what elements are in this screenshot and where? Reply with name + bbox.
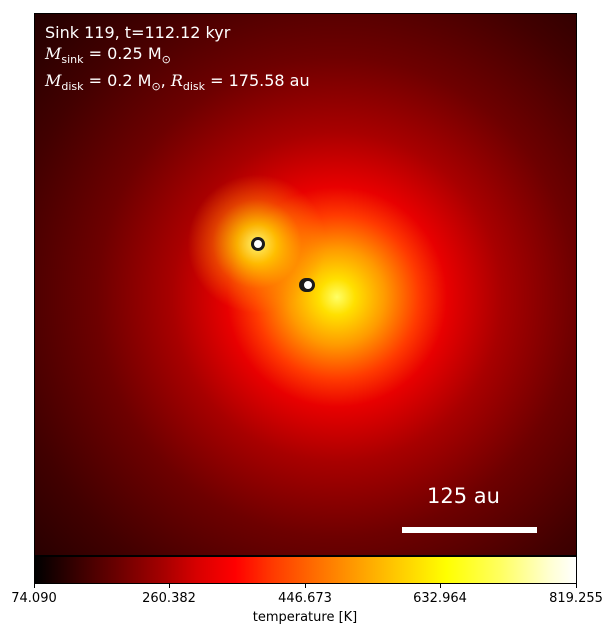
sink-annotation: Sink 119, t=112.12 kyr Msink = 0.25 M⊙ M… (45, 22, 310, 97)
colorbar-tick (34, 584, 35, 588)
disk-props-line: Mdisk = 0.2 M⊙, Rdisk = 175.58 au (45, 71, 310, 94)
colorbar-tick (576, 584, 577, 588)
sink-time-line: Sink 119, t=112.12 kyr (45, 23, 231, 42)
scale-bar-label: 125 au (427, 484, 500, 508)
colorbar-tick (305, 584, 306, 588)
colorbar-tick-label: 819.255 (549, 591, 603, 606)
colorbar-tick-label: 74.090 (11, 591, 57, 606)
sink-particle-marker (251, 237, 265, 251)
colorbar-tick (169, 584, 170, 588)
colorbar-tick-label: 446.673 (278, 591, 332, 606)
colorbar-tick-label: 632.964 (413, 591, 467, 606)
colorbar-tick-label: 260.382 (142, 591, 196, 606)
colorbar-tick (440, 584, 441, 588)
sink-particle-marker (301, 278, 315, 292)
sink-mass-line: Msink = 0.25 M⊙ (45, 44, 171, 67)
colorbar-label: temperature [K] (252, 610, 358, 625)
colorbar (34, 556, 577, 584)
temperature-map: Sink 119, t=112.12 kyr Msink = 0.25 M⊙ M… (34, 13, 577, 556)
scale-bar (402, 527, 537, 533)
